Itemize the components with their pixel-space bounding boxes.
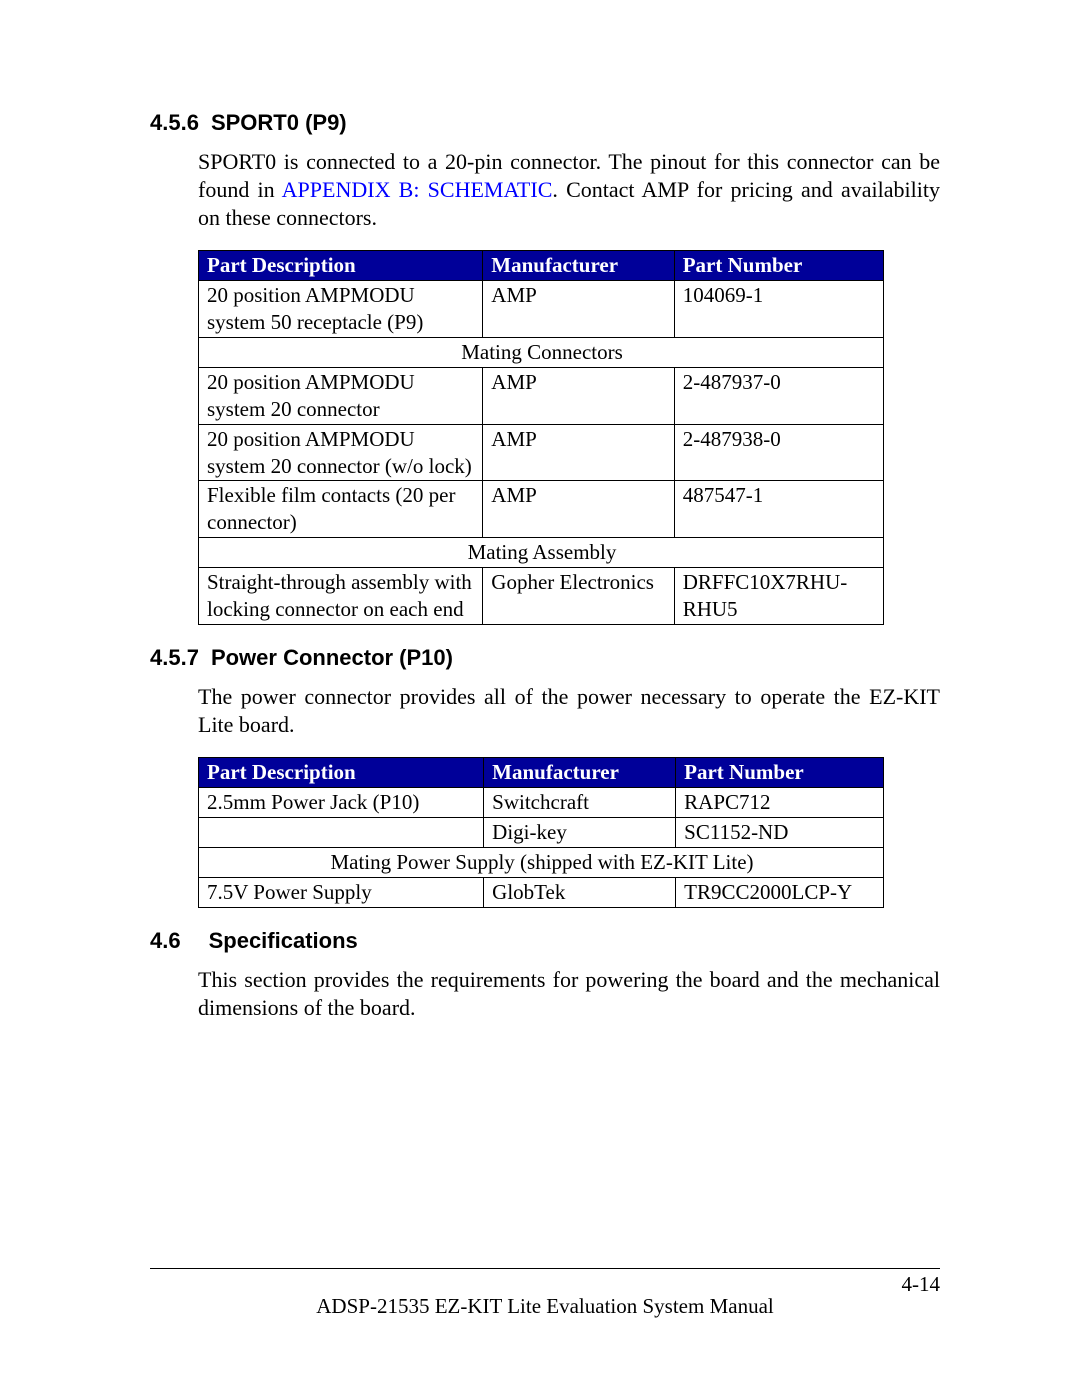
cell-man: GlobTek xyxy=(484,877,676,907)
cell-man: AMP xyxy=(483,367,674,424)
cell-man: AMP xyxy=(483,481,674,538)
col-header-part: Part Number xyxy=(674,251,883,281)
cell-span: Mating Assembly xyxy=(199,538,884,568)
table-header-row: Part Description Manufacturer Part Numbe… xyxy=(199,251,884,281)
footer-title: ADSP-21535 EZ-KIT Lite Evaluation System… xyxy=(150,1294,940,1319)
cell-span: Mating Power Supply (shipped with EZ-KIT… xyxy=(199,847,884,877)
table-sport0: Part Description Manufacturer Part Numbe… xyxy=(198,250,884,624)
cell-part: 2-487938-0 xyxy=(674,424,883,481)
table-span-row: Mating Power Supply (shipped with EZ-KIT… xyxy=(199,847,884,877)
section-num: 4.6 xyxy=(150,928,181,953)
table-span-row: Mating Assembly xyxy=(199,538,884,568)
table-row: Straight-through assembly with locking c… xyxy=(199,568,884,625)
table-span-row: Mating Connectors xyxy=(199,338,884,368)
cell-desc: Flexible film contacts (20 per connector… xyxy=(199,481,483,538)
table-power: Part Description Manufacturer Part Numbe… xyxy=(198,757,884,907)
table-row: Flexible film contacts (20 per connector… xyxy=(199,481,884,538)
cell-man: Digi-key xyxy=(484,817,676,847)
table-row: 20 position AMPMODU system 20 connector … xyxy=(199,424,884,481)
table-header-row: Part Description Manufacturer Part Numbe… xyxy=(199,758,884,788)
cell-part: DRFFC10X7RHU-RHU5 xyxy=(674,568,883,625)
cell-part: 2-487937-0 xyxy=(674,367,883,424)
cell-desc: 20 position AMPMODU system 50 receptacle… xyxy=(199,281,483,338)
cell-part: TR9CC2000LCP-Y xyxy=(676,877,884,907)
table-row: 20 position AMPMODU system 20 connector … xyxy=(199,367,884,424)
col-header-part: Part Number xyxy=(676,758,884,788)
heading-457: 4.5.7 Power Connector (P10) xyxy=(150,645,940,671)
section-title: Specifications xyxy=(209,928,358,953)
page: 4.5.6 SPORT0 (P9) SPORT0 is connected to… xyxy=(0,0,1080,1397)
table-row: 2.5mm Power Jack (P10) Switchcraft RAPC7… xyxy=(199,788,884,818)
cell-man: AMP xyxy=(483,281,674,338)
col-header-man: Manufacturer xyxy=(484,758,676,788)
cell-desc: Straight-through assembly with locking c… xyxy=(199,568,483,625)
para-457: The power connector provides all of the … xyxy=(198,683,940,739)
cell-desc: 2.5mm Power Jack (P10) xyxy=(199,788,484,818)
cell-desc xyxy=(199,817,484,847)
cell-desc: 20 position AMPMODU system 20 connector xyxy=(199,367,483,424)
para-456: SPORT0 is connected to a 20-pin connecto… xyxy=(198,148,940,232)
cell-man: AMP xyxy=(483,424,674,481)
cell-man: Gopher Electronics xyxy=(483,568,674,625)
cell-desc: 20 position AMPMODU system 20 connector … xyxy=(199,424,483,481)
cell-part: 104069-1 xyxy=(674,281,883,338)
appendix-b-link[interactable]: APPENDIX B: SCHEMATIC xyxy=(282,177,553,202)
para-46: This section provides the requirements f… xyxy=(198,966,940,1022)
cell-desc: 7.5V Power Supply xyxy=(199,877,484,907)
table-row: 7.5V Power Supply GlobTek TR9CC2000LCP-Y xyxy=(199,877,884,907)
cell-span: Mating Connectors xyxy=(199,338,884,368)
section-num: 4.5.7 xyxy=(150,645,199,670)
footer-rule xyxy=(150,1268,940,1269)
section-title: SPORT0 (P9) xyxy=(211,110,347,135)
col-header-desc: Part Description xyxy=(199,758,484,788)
col-header-desc: Part Description xyxy=(199,251,483,281)
cell-man: Switchcraft xyxy=(484,788,676,818)
heading-456: 4.5.6 SPORT0 (P9) xyxy=(150,110,940,136)
col-header-man: Manufacturer xyxy=(483,251,674,281)
cell-part: SC1152-ND xyxy=(676,817,884,847)
section-title: Power Connector (P10) xyxy=(211,645,453,670)
table-row: Digi-key SC1152-ND xyxy=(199,817,884,847)
cell-part: 487547-1 xyxy=(674,481,883,538)
table-row: 20 position AMPMODU system 50 receptacle… xyxy=(199,281,884,338)
heading-46: 4.6 Specifications xyxy=(150,928,940,954)
cell-part: RAPC712 xyxy=(676,788,884,818)
section-num: 4.5.6 xyxy=(150,110,199,135)
